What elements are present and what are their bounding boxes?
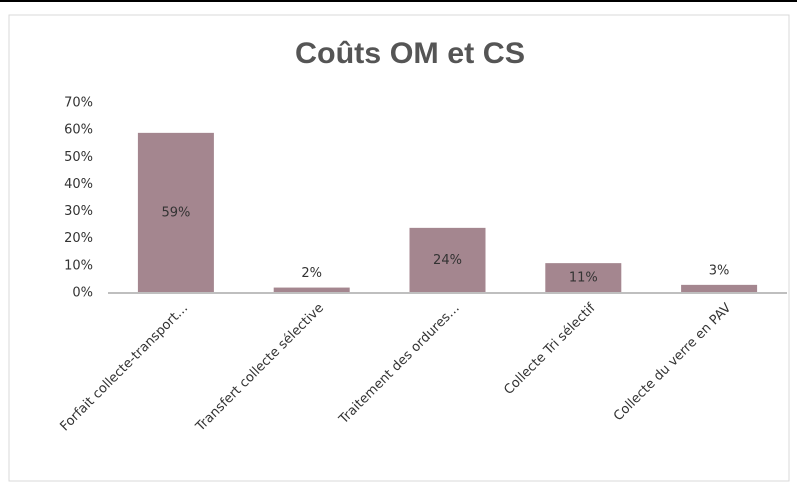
bar (545, 263, 622, 293)
data-label: 3% (709, 263, 730, 278)
data-label: 59% (161, 205, 190, 220)
data-label: 11% (569, 271, 598, 286)
y-tick-label: 40% (64, 177, 93, 192)
y-tick-label: 10% (64, 258, 93, 273)
bar (137, 132, 214, 293)
chart-title: Coûts OM et CS (295, 37, 525, 70)
y-tick-label: 20% (64, 231, 93, 246)
y-tick-label: 30% (64, 204, 93, 219)
bar (409, 227, 486, 293)
y-tick-label: 50% (64, 150, 93, 165)
y-tick-label: 70% (64, 96, 93, 111)
data-label: 24% (433, 253, 462, 268)
y-tick-label: 0% (72, 286, 93, 301)
data-label: 2% (301, 266, 322, 281)
bar (273, 287, 350, 293)
bar (681, 284, 758, 293)
y-tick-label: 60% (64, 123, 93, 138)
chart-frame (8, 14, 790, 482)
